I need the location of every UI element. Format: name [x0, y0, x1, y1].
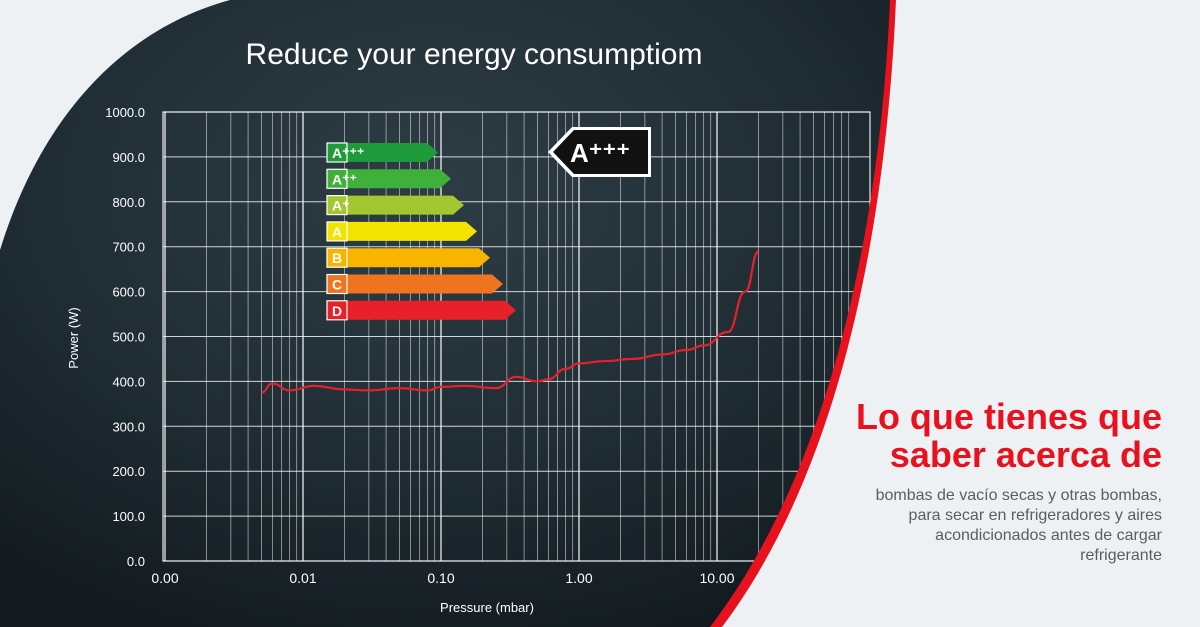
energy-class-arrow: C [326, 273, 503, 295]
chart-tick-labels: 0.0 100.0 200.0 300.0 400.0 500.0 600.0 700.0 80… [105, 105, 734, 586]
energy-class-arrow: D [326, 300, 516, 321]
chart-series [261, 250, 760, 394]
promo-text-block: Lo que tienes que saber acerca de bombas… [800, 398, 1162, 566]
energy-class-label: A [332, 224, 342, 240]
x-tick-label: 0.01 [289, 570, 316, 586]
energy-class-letter-box [326, 168, 348, 189]
energy-class-label: A⁺⁺ [332, 171, 357, 187]
energy-class-letter-box [326, 142, 348, 163]
energy-class-bar [327, 274, 503, 294]
power-curve-line [261, 250, 760, 394]
chart-title: Reduce your energy consumptiom [246, 38, 703, 71]
energy-class-arrow: A⁺⁺⁺ [326, 142, 438, 163]
energy-class-bar [327, 221, 477, 241]
y-tick-label: 700.0 [112, 240, 145, 255]
energy-class-arrow: B [326, 247, 490, 268]
energy-class-label: D [332, 303, 342, 319]
description-line-4: refrigerante [1080, 547, 1162, 564]
energy-class-bar [327, 143, 438, 162]
energy-class-bar [327, 169, 451, 189]
description-line-1: bombas de vacío secas y otras bombas, [875, 487, 1162, 504]
energy-class-label: C [332, 277, 342, 293]
x-tick-label: 0.00 [151, 570, 178, 586]
energy-class-arrow: A [326, 221, 477, 242]
energy-class-label: A⁺⁺⁺ [332, 145, 364, 161]
y-tick-label: 100.0 [112, 509, 145, 524]
rating-badge: A⁺⁺⁺ [548, 127, 651, 177]
energy-class-letter-box [326, 247, 348, 268]
headline-line-2: saber acerca de [889, 434, 1162, 475]
energy-class-letter-box [326, 300, 348, 321]
energy-class-bar [327, 300, 516, 320]
description-line-3: acondicionados antes de cargar [935, 527, 1162, 544]
energy-class-letter-box [326, 221, 348, 242]
y-tick-label: 1000.0 [105, 105, 145, 120]
x-tick-label: 1.00 [565, 570, 592, 586]
y-tick-label: 200.0 [112, 464, 145, 479]
description-line-2: para secar en refrigeradores y aires [908, 507, 1162, 524]
energy-class-arrow: A⁺ [326, 195, 464, 216]
energy-class-label: A⁺ [332, 198, 350, 214]
y-axis-label: Power (W) [66, 307, 81, 368]
y-tick-label: 500.0 [112, 330, 145, 345]
x-tick-label: 0.10 [427, 570, 454, 586]
y-tick-label: 300.0 [112, 419, 145, 434]
energy-class-arrow: A⁺⁺ [326, 168, 451, 189]
y-tick-label: 900.0 [112, 150, 145, 165]
chart-grid [162, 111, 871, 562]
energy-class-bar [327, 195, 464, 215]
energy-class-letter-box [326, 273, 348, 295]
y-tick-label: 0.0 [127, 554, 145, 569]
energy-class-bar [327, 248, 490, 268]
headline: Lo que tienes que saber acerca de [800, 398, 1162, 474]
y-tick-label: 800.0 [112, 195, 145, 210]
rating-badge-text: A⁺⁺⁺ [570, 138, 630, 168]
y-tick-label: 600.0 [112, 285, 145, 300]
y-tick-label: 400.0 [112, 374, 145, 389]
x-axis-label: Pressure (mbar) [440, 600, 534, 615]
energy-class-letter-box [326, 195, 348, 216]
x-tick-label: 10.00 [699, 570, 734, 586]
description: bombas de vacío secas y otras bombas, pa… [800, 486, 1162, 566]
energy-class-label: B [332, 250, 342, 266]
headline-line-1: Lo que tienes que [855, 396, 1162, 437]
